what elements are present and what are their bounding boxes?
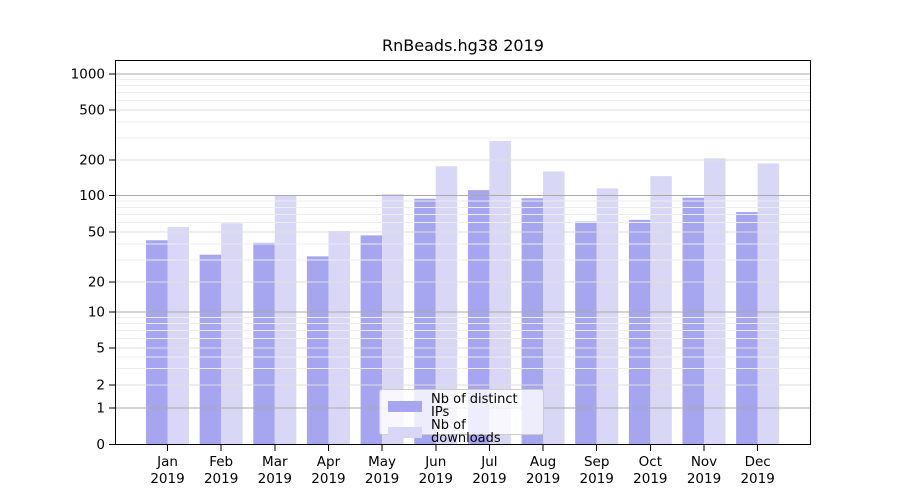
y-tick-label-50: 50 bbox=[88, 225, 105, 241]
y-tick-label-0: 0 bbox=[96, 437, 105, 453]
bar-may-downloads bbox=[382, 193, 404, 445]
bar-apr-distinct-ips bbox=[306, 256, 329, 445]
y-tick-label-1: 1 bbox=[96, 401, 105, 417]
x-tick-label-apr: Apr bbox=[317, 454, 341, 470]
x-tick-label-feb: Feb bbox=[209, 454, 233, 470]
x-tick-label-dec: Dec bbox=[745, 454, 771, 470]
x-tick-year-jan: 2019 bbox=[150, 471, 184, 487]
y-tick-label-5: 5 bbox=[96, 341, 105, 357]
x-tick-year-aug: 2019 bbox=[526, 471, 560, 487]
bar-dec-downloads bbox=[757, 163, 780, 445]
legend-entry-distinct-ips: Nb of distinct IPs bbox=[388, 393, 535, 419]
axes-frame bbox=[115, 60, 811, 445]
bar-mar-downloads bbox=[274, 195, 297, 445]
x-tick-year-dec: 2019 bbox=[740, 471, 774, 487]
bar-feb-distinct-ips bbox=[199, 254, 222, 445]
x-tick-label-oct: Oct bbox=[639, 454, 662, 470]
bar-aug-downloads bbox=[543, 171, 565, 445]
legend-label-downloads: Nb of downloads bbox=[431, 418, 501, 446]
y-tick-label-20: 20 bbox=[88, 275, 105, 291]
bar-nov-downloads bbox=[704, 158, 726, 445]
bar-jan-distinct-ips bbox=[146, 240, 168, 445]
bar-jun-downloads bbox=[435, 166, 458, 445]
bar-feb-downloads bbox=[221, 223, 243, 445]
bar-dec-distinct-ips bbox=[736, 212, 758, 445]
bar-oct-distinct-ips bbox=[628, 219, 651, 445]
x-tick-label-sep: Sep bbox=[584, 454, 609, 470]
bar-sep-distinct-ips bbox=[575, 221, 597, 445]
bar-may-distinct-ips bbox=[360, 235, 383, 445]
bar-oct-downloads bbox=[650, 176, 672, 445]
y-tick-label-2: 2 bbox=[96, 378, 105, 394]
x-tick-year-nov: 2019 bbox=[687, 471, 721, 487]
bar-apr-downloads bbox=[328, 230, 350, 445]
bar-jan-downloads bbox=[167, 226, 189, 445]
x-tick-year-sep: 2019 bbox=[580, 471, 614, 487]
x-tick-year-jun: 2019 bbox=[419, 471, 453, 487]
chart-title: RnBeads.hg38 2019 bbox=[382, 36, 544, 55]
legend-entry-downloads: Nb of downloads bbox=[388, 419, 535, 445]
x-tick-year-apr: 2019 bbox=[311, 471, 345, 487]
y-tick-label-10: 10 bbox=[88, 305, 105, 321]
x-tick-year-oct: 2019 bbox=[633, 471, 667, 487]
x-tick-year-may: 2019 bbox=[365, 471, 399, 487]
y-tick-label-100: 100 bbox=[79, 188, 105, 204]
y-tick-label-200: 200 bbox=[79, 153, 105, 169]
legend-swatch-downloads bbox=[388, 426, 422, 438]
legend-swatch-distinct-ips bbox=[388, 400, 422, 412]
x-tick-year-mar: 2019 bbox=[258, 471, 292, 487]
x-tick-label-jul: Jul bbox=[480, 454, 497, 470]
bar-sep-downloads bbox=[596, 188, 619, 445]
bar-mar-distinct-ips bbox=[253, 242, 275, 445]
x-tick-year-jul: 2019 bbox=[472, 471, 506, 487]
x-tick-label-mar: Mar bbox=[262, 454, 288, 470]
legend: Nb of distinct IPs Nb of downloads bbox=[379, 389, 544, 445]
y-tick-label-500: 500 bbox=[79, 103, 105, 119]
legend-label-distinct-ips: Nb of distinct IPs bbox=[431, 392, 518, 420]
x-tick-label-jan: Jan bbox=[156, 454, 178, 470]
x-tick-year-feb: 2019 bbox=[204, 471, 238, 487]
x-tick-label-nov: Nov bbox=[691, 454, 717, 470]
bar-nov-distinct-ips bbox=[682, 197, 704, 445]
x-tick-label-may: May bbox=[368, 454, 396, 470]
x-tick-label-jun: Jun bbox=[424, 454, 446, 470]
x-tick-label-aug: Aug bbox=[530, 454, 556, 470]
y-tick-label-1000: 1000 bbox=[71, 67, 105, 83]
